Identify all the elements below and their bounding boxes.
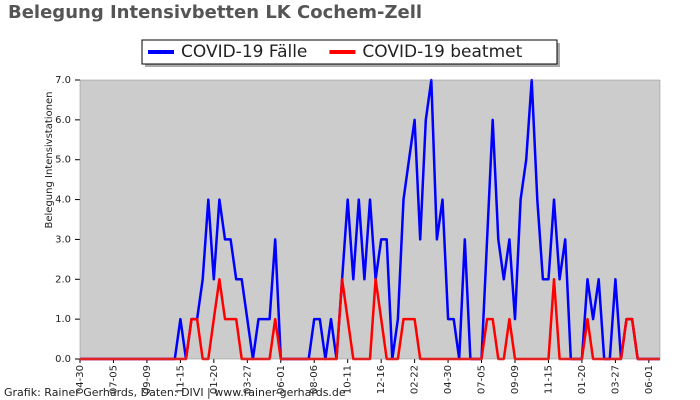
- y-tick-label: 3.0: [55, 234, 71, 245]
- x-tick-label: 11-15: [175, 365, 186, 394]
- y-tick-label: 5.0: [55, 155, 71, 166]
- x-tick-label: 08-06: [309, 365, 320, 394]
- x-tick-label: 07-05: [477, 365, 488, 394]
- plot-area: [80, 80, 660, 359]
- x-tick-label: 10-11: [343, 365, 354, 394]
- legend: COVID-19 Fälle COVID-19 beatmet: [141, 39, 560, 67]
- x-tick-label: 07-05: [108, 365, 119, 394]
- x-tick-label: 03-27: [610, 365, 621, 394]
- x-tick-label: 12-16: [376, 365, 387, 394]
- x-tick-label: 06-01: [644, 365, 655, 394]
- legend-label: COVID-19 Fälle: [181, 42, 307, 62]
- y-tick-label: 4.0: [55, 195, 71, 206]
- y-tick-label: 7.0: [55, 75, 71, 86]
- x-tick-label: 09-09: [510, 365, 521, 394]
- y-tick-label: 2.0: [55, 274, 71, 285]
- axis-frame: [79, 79, 661, 360]
- x-tick-label: 04-30: [75, 365, 86, 394]
- y-axis-label: Belegung Intensivstationen: [44, 91, 55, 228]
- x-tick-label: 04-30: [443, 365, 454, 394]
- x-tick-label: 01-20: [577, 365, 588, 394]
- y-tick-label: 6.0: [55, 115, 71, 126]
- series-line: [80, 78, 660, 361]
- chart-title: Belegung Intensivbetten LK Cochem-Zell: [8, 2, 422, 23]
- x-tick-label: 09-09: [142, 365, 153, 394]
- x-tick-label: 02-22: [410, 365, 421, 394]
- x-tick-label: 03-27: [242, 365, 253, 394]
- legend-label: COVID-19 beatmet: [362, 42, 522, 62]
- x-tick-label: 06-01: [276, 365, 287, 394]
- footer: Grafik: Rainer Gerhards, Daten: DIVI | w…: [4, 386, 346, 399]
- x-tick-label: 01-20: [209, 365, 220, 394]
- y-tick-label: 0.0: [55, 354, 71, 365]
- y-tick-label: 1.0: [55, 314, 71, 325]
- x-tick-label: 11-15: [543, 365, 554, 394]
